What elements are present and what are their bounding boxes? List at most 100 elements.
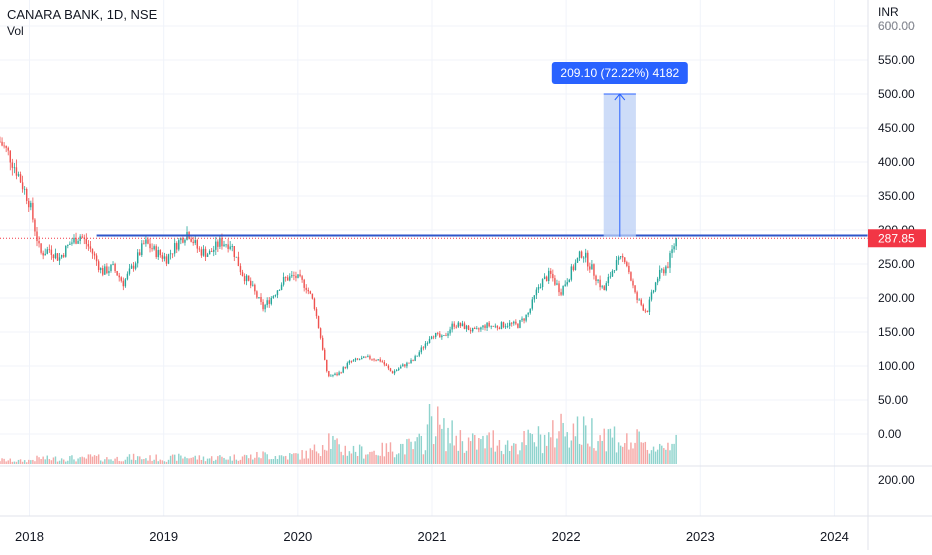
- candle-body: [605, 283, 607, 291]
- candle-body: [385, 364, 388, 366]
- volume-bar: [215, 459, 217, 464]
- volume-bar: [36, 455, 38, 464]
- volume-bar: [180, 455, 182, 464]
- volume-bar: [284, 455, 287, 464]
- candle-body: [210, 250, 213, 252]
- volume-bar: [120, 461, 122, 464]
- volume-bar: [293, 453, 295, 464]
- volume-bar: [38, 457, 40, 464]
- volume-bar: [326, 450, 328, 464]
- candle-body: [153, 246, 155, 250]
- volume-bar: [605, 451, 607, 464]
- candle-body: [595, 275, 597, 281]
- volume-bar: [161, 460, 164, 464]
- volume-bar: [202, 456, 205, 464]
- volume-bar: [449, 443, 451, 464]
- volume-bar: [434, 436, 437, 464]
- candle-body: [17, 174, 20, 176]
- volume-bar: [139, 456, 141, 464]
- candle-body: [665, 266, 667, 274]
- volume-bar: [237, 460, 240, 464]
- volume-bar: [40, 458, 42, 464]
- volume-bar: [451, 420, 453, 464]
- volume-bar: [537, 426, 540, 464]
- annotations[interactable]: 209.10 (72.22%) 4182: [0, 62, 868, 239]
- volume-bar: [42, 456, 44, 464]
- volume-bar: [62, 459, 65, 464]
- candle-body: [71, 242, 73, 244]
- volume-bar: [348, 451, 351, 464]
- candle-body: [194, 240, 196, 244]
- volume-bar: [79, 457, 81, 464]
- candle-body: [607, 276, 610, 284]
- candle-body: [297, 274, 299, 278]
- candle-body: [482, 325, 484, 328]
- candle-body: [48, 249, 51, 251]
- volume-bar: [632, 448, 634, 464]
- candle-body: [375, 359, 377, 361]
- candle-body: [453, 323, 455, 327]
- candle-body: [644, 310, 647, 312]
- volume-bar: [309, 448, 312, 464]
- volume-bar: [533, 442, 536, 464]
- volume-bar: [389, 442, 392, 464]
- candle-body: [307, 289, 309, 292]
- volume-bar: [48, 459, 51, 464]
- candle-body: [143, 243, 145, 245]
- volume-bar: [535, 446, 538, 464]
- volume-bar: [628, 449, 630, 464]
- volume-bar: [104, 459, 106, 464]
- candle-body: [58, 257, 61, 261]
- price-tick-label: 500.00: [878, 87, 915, 101]
- volume-bar: [136, 456, 139, 464]
- candle-body: [626, 262, 628, 266]
- volume-bar: [323, 449, 326, 464]
- candle-body: [229, 246, 231, 249]
- candle-body: [122, 280, 125, 287]
- candle-body: [171, 253, 174, 255]
- volume-bar: [305, 450, 307, 464]
- volume-bar: [289, 453, 291, 464]
- candle-body: [455, 326, 457, 328]
- volume-bar: [95, 455, 98, 464]
- candle-body: [640, 299, 642, 305]
- volume-bar: [278, 455, 281, 464]
- candle-body: [270, 297, 273, 304]
- volume-bar: [358, 444, 361, 464]
- volume-bar: [340, 451, 342, 464]
- candle-body: [309, 291, 312, 294]
- candle-body: [52, 254, 55, 259]
- candle-body: [494, 325, 497, 327]
- volume-bar: [266, 454, 268, 464]
- volume-bar: [17, 459, 20, 464]
- volume-bar: [19, 459, 22, 464]
- candle-body: [23, 188, 26, 190]
- candle-body: [91, 248, 94, 254]
- volume-bar: [256, 451, 258, 464]
- candle-body: [124, 279, 127, 287]
- volume-bar: [486, 435, 488, 464]
- volume-bar: [264, 452, 266, 464]
- volume-bar: [492, 430, 494, 464]
- price-tick-label: 450.00: [878, 121, 915, 135]
- candle-body: [120, 277, 122, 281]
- candle-body: [40, 243, 42, 253]
- volume-bar: [373, 450, 375, 464]
- volume-bar: [428, 404, 431, 464]
- candle-body: [46, 249, 48, 254]
- candle-body: [15, 167, 18, 176]
- volume-bar: [465, 450, 468, 464]
- candle-body: [0, 141, 1, 143]
- candle-body: [642, 304, 644, 311]
- candle-body: [169, 253, 172, 255]
- volume-bar: [615, 452, 618, 464]
- volume-bar: [548, 432, 550, 464]
- volume-bar: [124, 459, 127, 464]
- candle-body: [624, 257, 626, 263]
- volume-bar: [219, 455, 221, 464]
- candle-body: [603, 286, 605, 291]
- volume-bar: [367, 454, 369, 464]
- volume-bar: [262, 451, 264, 464]
- candle-body: [299, 274, 301, 277]
